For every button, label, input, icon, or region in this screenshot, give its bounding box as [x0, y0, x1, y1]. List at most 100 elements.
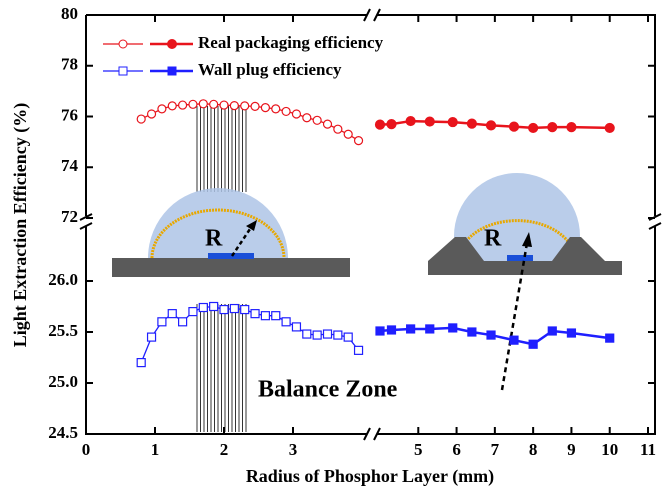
- marker: [375, 326, 385, 336]
- marker: [343, 129, 353, 139]
- marker: [333, 124, 343, 134]
- dome: [454, 173, 580, 261]
- marker: [528, 339, 538, 349]
- x-tick-label: 2: [220, 440, 229, 459]
- y-tick-label: 80: [61, 4, 78, 23]
- marker: [291, 322, 302, 332]
- marker: [405, 115, 416, 127]
- marker: [178, 317, 188, 327]
- legend-marker: [118, 66, 128, 76]
- marker: [271, 311, 281, 321]
- marker: [188, 99, 198, 109]
- marker: [386, 119, 397, 130]
- marker: [485, 120, 497, 131]
- marker: [547, 122, 558, 133]
- x-tick-label: 8: [529, 440, 538, 459]
- marker: [198, 302, 208, 313]
- marker: [167, 101, 177, 111]
- marker: [281, 317, 291, 327]
- radius-label: R: [205, 226, 223, 252]
- y-tick-label: 78: [61, 55, 78, 74]
- marker: [343, 332, 353, 342]
- marker: [406, 324, 416, 334]
- marker: [240, 304, 250, 315]
- marker: [209, 99, 219, 109]
- marker: [312, 115, 322, 125]
- y-tick-label: 74: [61, 156, 79, 175]
- x-tick-label: 3: [289, 440, 298, 459]
- marker: [386, 325, 397, 335]
- radius-label: R: [484, 226, 502, 252]
- marker: [425, 324, 435, 334]
- reflector-wall: [552, 237, 605, 261]
- inset-left: [112, 188, 350, 277]
- marker: [229, 303, 239, 314]
- reflector-wall: [428, 237, 484, 261]
- x-tick-label: 0: [82, 440, 91, 459]
- marker: [146, 109, 157, 119]
- marker: [448, 323, 458, 333]
- chip: [208, 253, 254, 259]
- x-tick-label: 11: [640, 440, 656, 459]
- marker: [447, 116, 458, 128]
- marker: [547, 326, 557, 336]
- marker: [302, 113, 312, 123]
- marker: [604, 122, 615, 134]
- substrate: [112, 258, 350, 277]
- marker: [302, 329, 312, 339]
- legend-label: Real packaging efficiency: [198, 33, 384, 52]
- marker: [188, 307, 198, 317]
- marker: [509, 335, 519, 345]
- x-tick-label: 5: [414, 440, 423, 459]
- marker: [466, 118, 477, 129]
- marker: [322, 119, 333, 129]
- marker: [178, 100, 188, 110]
- y-tick-label: 72: [61, 207, 78, 226]
- marker: [333, 330, 343, 340]
- marker: [312, 330, 322, 340]
- arrow-head: [522, 232, 532, 247]
- marker: [291, 109, 302, 119]
- marker: [136, 358, 146, 368]
- inset-right: [428, 173, 622, 391]
- legend-marker: [118, 39, 128, 49]
- radius-arrow: [500, 242, 529, 391]
- x-tick-label: 6: [452, 440, 461, 459]
- marker: [353, 136, 364, 146]
- marker: [528, 122, 539, 134]
- x-tick-label: 1: [151, 440, 160, 459]
- legend-marker: [167, 39, 177, 49]
- y-tick-label: 25.0: [48, 372, 78, 391]
- marker: [467, 327, 477, 337]
- marker: [271, 104, 281, 114]
- marker: [605, 333, 615, 343]
- marker: [229, 100, 239, 111]
- zone-label: Balance Zone: [258, 377, 398, 403]
- substrate: [428, 261, 622, 275]
- x-axis-title: Radius of Phosphor Layer (mm): [246, 466, 494, 487]
- marker: [157, 317, 167, 327]
- y-tick-label: 76: [61, 105, 78, 124]
- marker: [136, 114, 146, 124]
- x-tick-label: 10: [601, 440, 618, 459]
- marker: [424, 116, 435, 127]
- y-axis-title: Light Extraction Efficiency (%): [10, 103, 31, 347]
- marker: [322, 329, 333, 339]
- marker: [198, 99, 208, 109]
- marker: [219, 100, 229, 110]
- y-tick-label: 24.5: [48, 423, 78, 442]
- marker: [209, 301, 219, 312]
- marker: [250, 101, 260, 111]
- y-tick-label: 25.5: [48, 321, 78, 340]
- marker: [260, 311, 270, 321]
- arrow-head: [246, 220, 257, 231]
- marker: [146, 332, 157, 342]
- dome: [148, 188, 288, 258]
- marker: [250, 309, 260, 319]
- phosphor-layer: [461, 219, 573, 247]
- x-tick-label: 7: [491, 440, 500, 459]
- legend-label: Wall plug efficiency: [198, 60, 342, 79]
- marker: [566, 328, 577, 338]
